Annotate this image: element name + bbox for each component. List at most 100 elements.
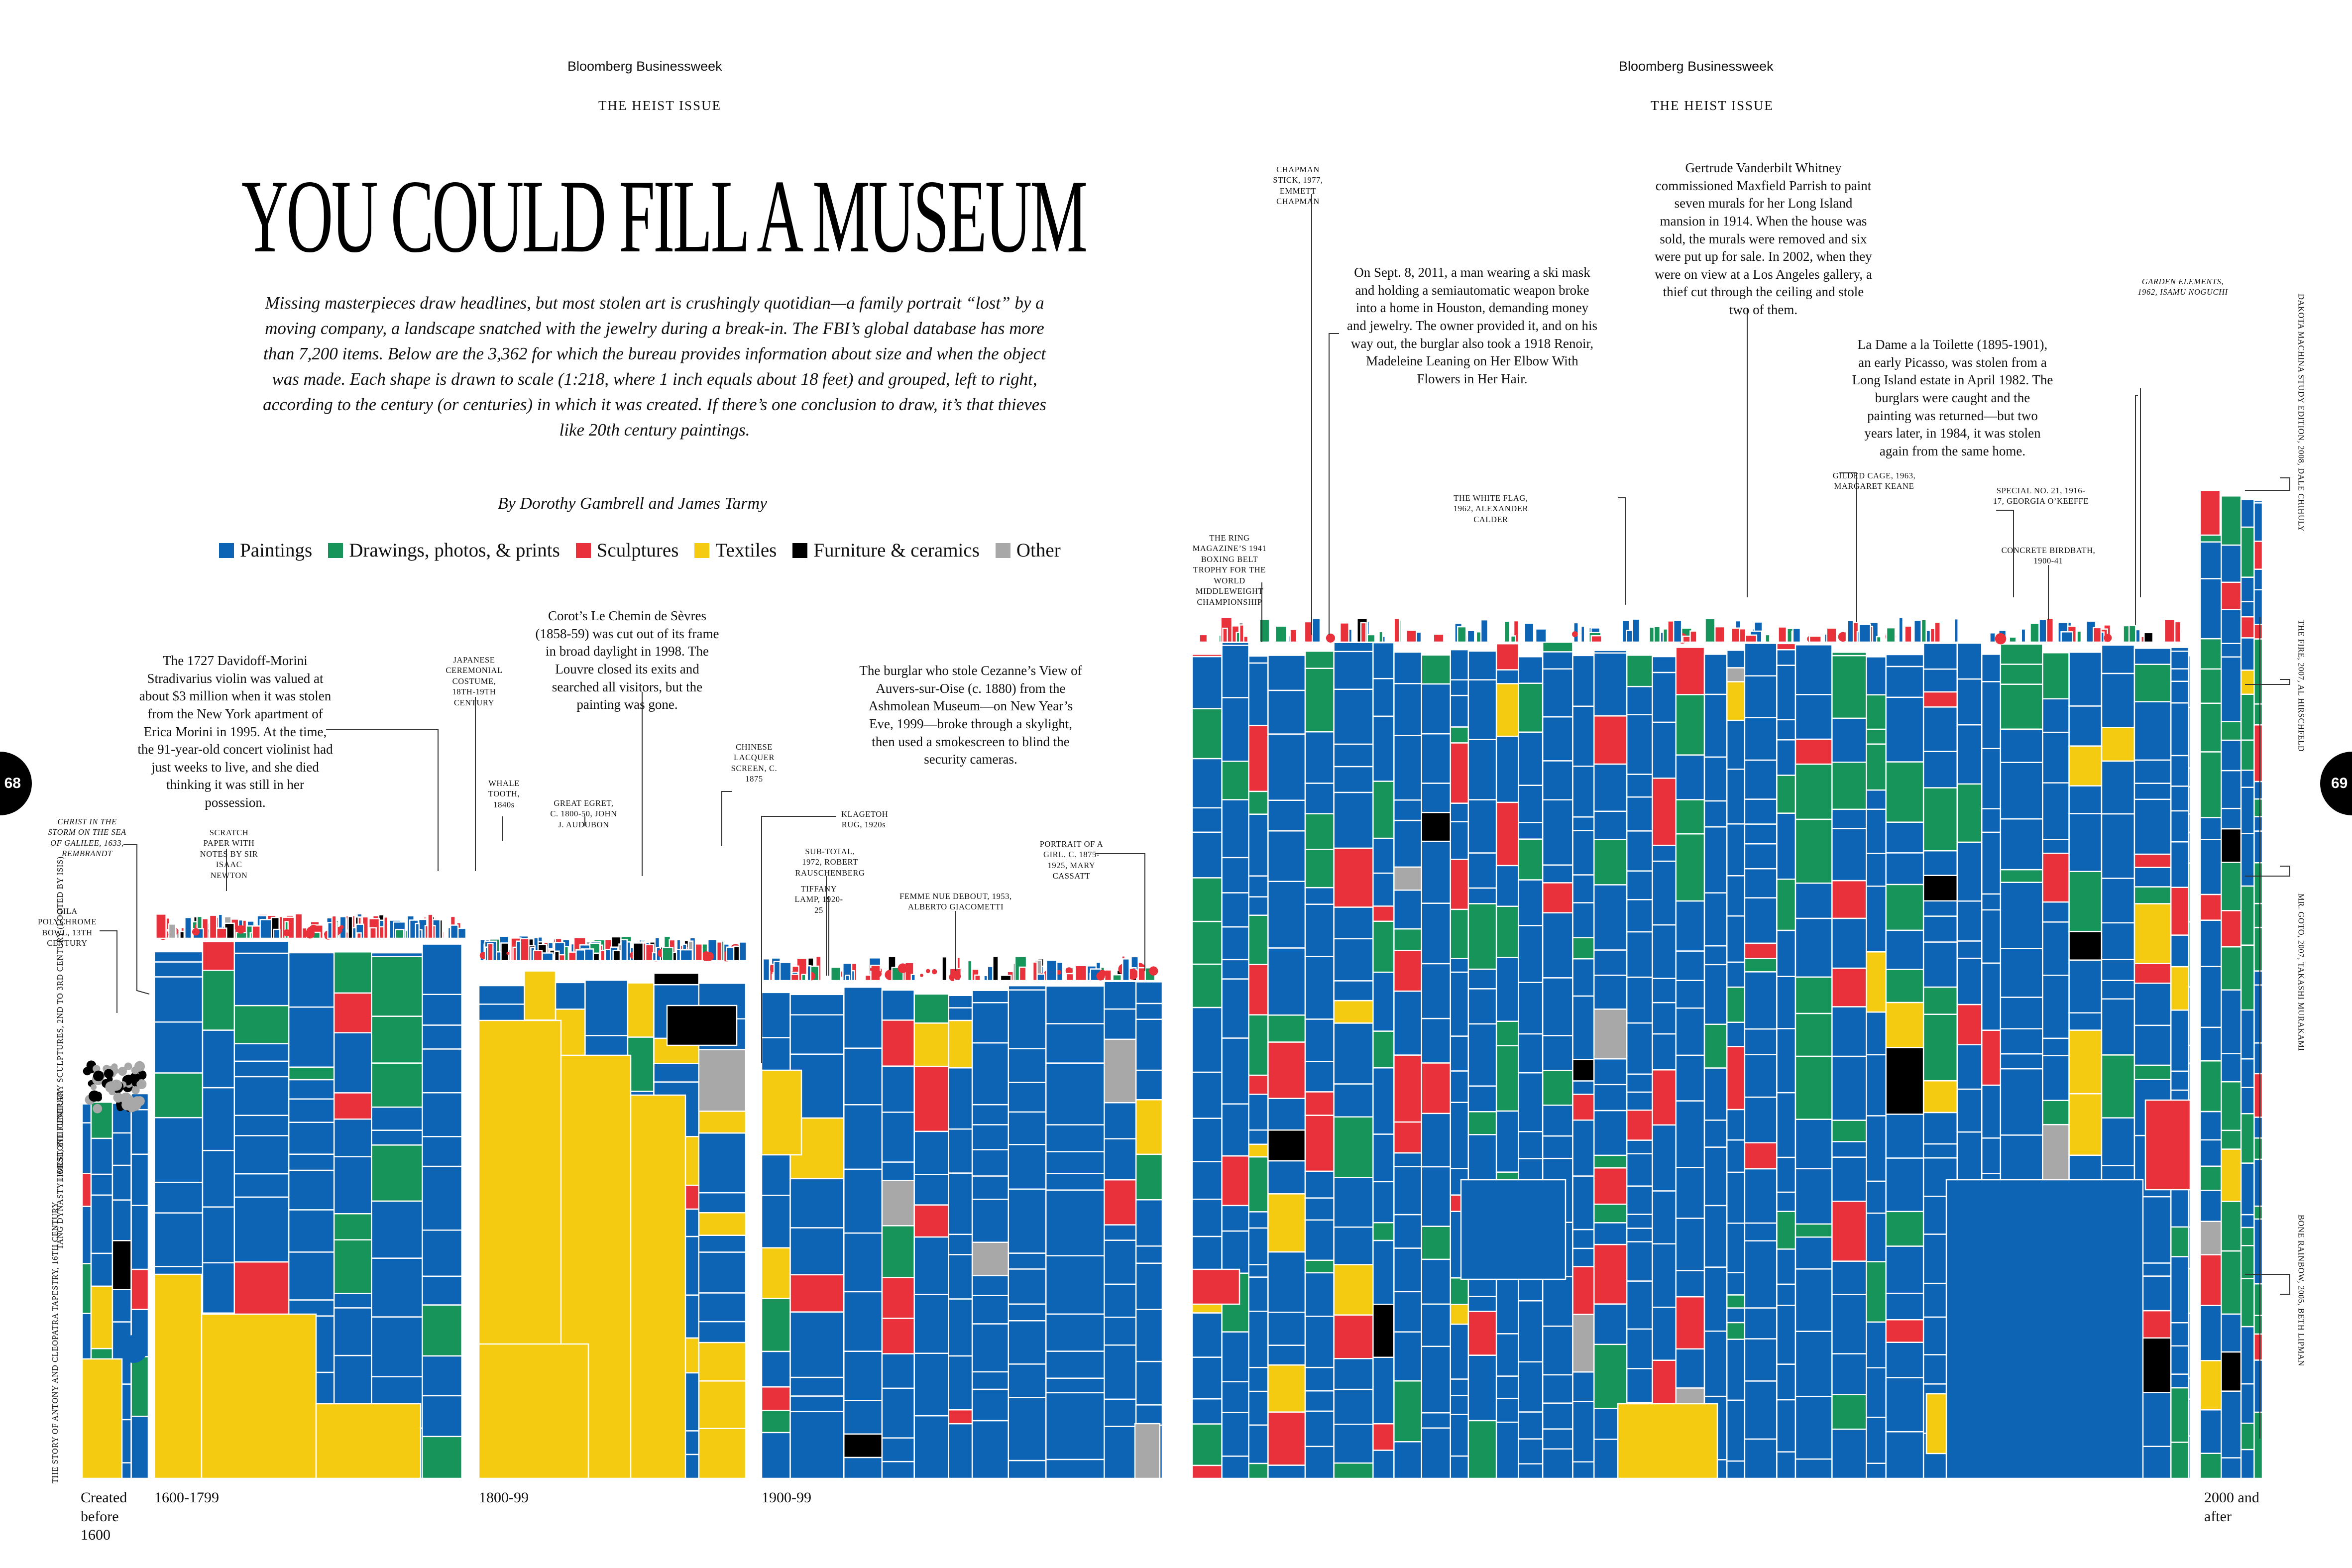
treemap-tile — [1831, 1006, 1867, 1057]
treemap-tile — [1135, 1018, 1163, 1071]
treemap-tile — [1794, 976, 1833, 1014]
treemap-tile — [1239, 624, 1244, 643]
treemap-tile — [1518, 1300, 1544, 1363]
sculpture-mark — [94, 1092, 102, 1100]
treemap-tile — [1580, 625, 1585, 643]
treemap-tile — [1794, 763, 1833, 820]
treemap-tile — [520, 938, 530, 962]
treemap-tile — [2188, 1377, 2191, 1400]
sculpture-mark — [192, 928, 200, 936]
treemap-tile — [1191, 1161, 1223, 1200]
treemap-tile — [1626, 931, 1653, 978]
treemap-tile — [2253, 589, 2263, 625]
treemap-tile — [233, 1060, 290, 1078]
treemap-tile — [1626, 1139, 1653, 1155]
treemap-tile — [2133, 903, 2172, 964]
treemap-tile — [1831, 1394, 1867, 1430]
treemap-tile — [1393, 1054, 1423, 1123]
treemap-tile — [130, 1356, 149, 1417]
treemap-tile — [1626, 1214, 1653, 1229]
treemap-tile — [1421, 1412, 1451, 1429]
treemap-tile — [2253, 624, 2263, 640]
axis-label-pre1600: Created before 1600 — [81, 1488, 140, 1545]
treemap-tile — [2240, 1162, 2255, 1216]
treemap-tile — [1503, 620, 1511, 643]
legend-label: Other — [1016, 540, 1061, 561]
vlabel-antony: THE STORY OF ANTONY AND CLEOPATRA TAPEST… — [50, 1201, 60, 1483]
treemap-tile — [1393, 990, 1423, 1056]
treemap-tile — [1542, 641, 1573, 653]
treemap-tile — [2000, 818, 2043, 871]
treemap-tile — [2133, 853, 2172, 868]
treemap-tile — [1794, 1168, 1833, 1225]
sculpture-mark — [136, 1079, 147, 1090]
treemap-tile — [2101, 727, 2135, 762]
treemap-tile — [1372, 971, 1395, 1032]
treemap-tile — [881, 989, 915, 1021]
treemap-tile — [1267, 689, 1306, 735]
treemap-tile — [881, 1225, 915, 1278]
treemap-tile — [1304, 1115, 1335, 1172]
treemap-tile — [1339, 622, 1349, 643]
treemap-tile — [2221, 544, 2242, 583]
treemap-tile — [1703, 1146, 1728, 1207]
treemap-tile — [2068, 745, 2103, 786]
treemap-tile — [2170, 1442, 2190, 1479]
treemap-tile — [1981, 654, 2002, 682]
treemap-tile — [1920, 619, 1927, 643]
legend-label: Paintings — [240, 540, 313, 561]
treemap-tile — [1675, 1348, 1705, 1389]
treemap-tile — [2240, 885, 2255, 946]
treemap-tile — [2143, 632, 2154, 643]
treemap-tile — [1304, 668, 1335, 733]
treemap-tile — [1922, 915, 1958, 943]
treemap-tile — [1393, 1152, 1423, 1167]
treemap-tile — [881, 1353, 915, 1389]
treemap-tile — [789, 1411, 845, 1479]
treemap-tile — [1663, 628, 1669, 643]
treemap-tile — [1593, 1344, 1628, 1409]
treemap-tile — [1866, 743, 1887, 791]
treemap-tile — [971, 1388, 1009, 1422]
treemap-tile — [153, 1072, 204, 1119]
treemap-tile — [1393, 1380, 1423, 1443]
treemap-tile — [2170, 934, 2190, 968]
treemap-tile — [1744, 897, 1778, 944]
treemap-tile — [233, 1043, 290, 1062]
treemap-tile — [2020, 628, 2026, 643]
treemap-tile — [698, 1212, 747, 1236]
treemap-tile — [1776, 1305, 1796, 1365]
treemap-tile — [2188, 921, 2191, 988]
treemap-tile — [789, 994, 845, 1015]
masthead-right: Bloomberg Businessweek — [1619, 59, 1774, 74]
treemap-tile — [971, 1149, 1009, 1177]
treemap-tile — [233, 1135, 290, 1175]
treemap-tile — [1372, 920, 1395, 973]
label-ring: THE RING MAGAZINE’S 1941 BOXING BELT TRO… — [1192, 533, 1267, 607]
treemap-tile — [1572, 1247, 1595, 1267]
treemap-tile — [913, 1204, 949, 1238]
treemap-tile — [1259, 618, 1270, 643]
treemap-tile — [2199, 966, 2222, 1028]
treemap-tile — [971, 1124, 1009, 1150]
treemap-tile — [422, 1230, 463, 1277]
treemap-tile — [1593, 1154, 1628, 1169]
treemap-tile — [251, 925, 261, 939]
treemap-tile — [395, 928, 405, 939]
axis-text: 2000 and after — [2204, 1489, 2259, 1525]
treemap-tile — [288, 1169, 335, 1211]
treemap-tile — [1221, 645, 1249, 698]
treemap-tile — [1744, 823, 1778, 845]
treemap-tile — [1393, 799, 1423, 821]
treemap-tile — [333, 1213, 372, 1240]
treemap-tile — [2101, 1054, 2135, 1119]
treemap-tile — [2170, 1009, 2190, 1072]
treemap-tile — [2253, 830, 2263, 864]
treemap-tile — [2133, 1064, 2172, 1080]
treemap-tile — [1632, 618, 1641, 643]
treemap-tile — [1248, 1424, 1269, 1464]
treemap-tile — [1518, 838, 1544, 881]
treemap-tile — [2101, 813, 2135, 879]
treemap-tile — [461, 943, 464, 998]
sculpture-mark — [305, 929, 315, 939]
